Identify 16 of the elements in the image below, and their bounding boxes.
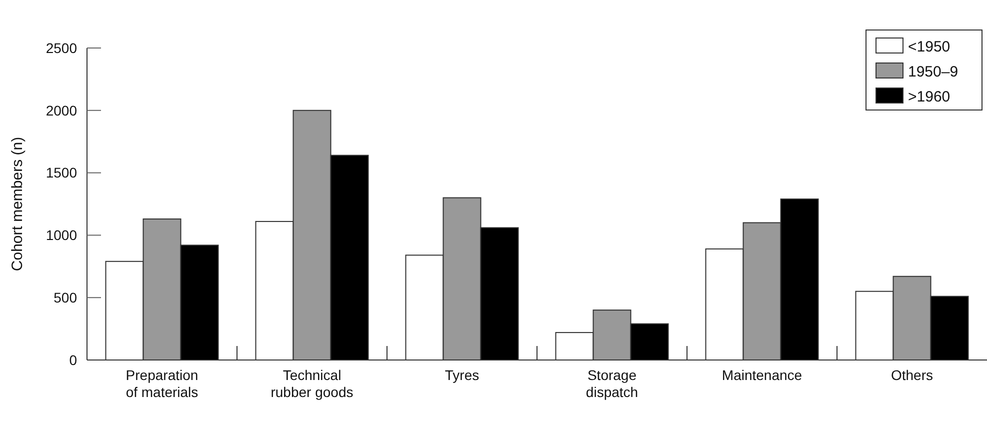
y-tick-label: 2000 — [46, 102, 78, 118]
x-tick-label: Preparation of materials — [126, 367, 198, 400]
y-tick-label: 1500 — [46, 164, 78, 181]
x-tick-label: Tyres — [444, 367, 480, 383]
legend-label: <1950 — [908, 38, 950, 56]
x-tick-label: Storage dispatch — [586, 367, 638, 400]
y-tick-label: 2500 — [46, 40, 78, 56]
y-tick-label: 500 — [54, 290, 78, 306]
legend-label: 1950–9 — [908, 63, 958, 80]
y-tick-label: 1000 — [46, 227, 78, 244]
x-tick-label: Others — [890, 367, 934, 383]
x-tick-label: Technical rubber goods — [270, 367, 354, 400]
legend-label: >1960 — [908, 88, 950, 106]
x-tick-label: Maintenance — [722, 367, 802, 383]
y-tick-label: 0 — [69, 352, 78, 368]
y-axis-title: Cohort members (n) — [9, 136, 26, 272]
